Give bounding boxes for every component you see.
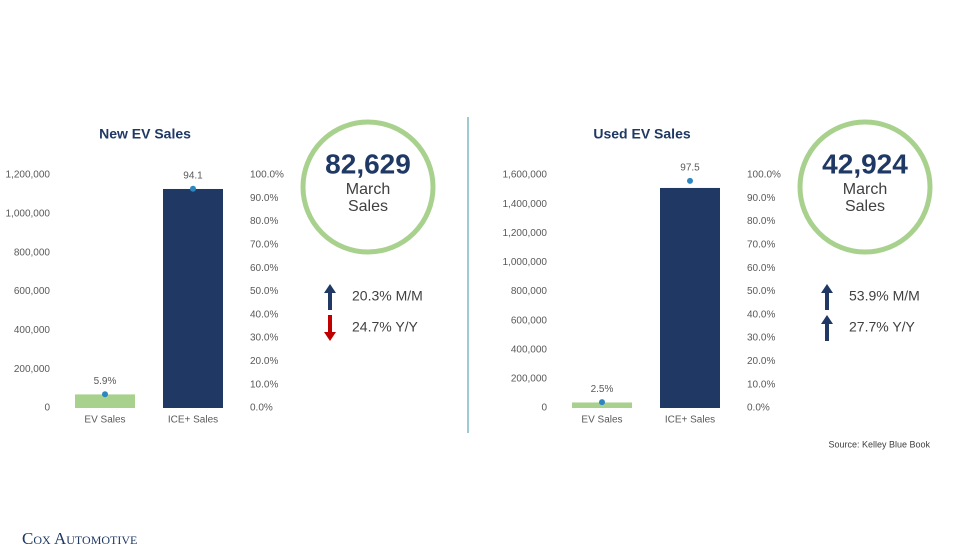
bar [572,402,632,408]
headline: 42,924 [822,148,908,179]
y-tick-label: 200,000 [14,364,51,375]
x-tick-label: EV Sales [84,415,125,426]
y-tick-label: 1,000,000 [6,208,51,219]
change-arrow [324,284,336,310]
change-text: 53.9% M/M [849,288,920,304]
headline: 82,629 [325,148,411,179]
y2-tick-label: 90.0% [250,193,278,204]
x-tick-label: ICE+ Sales [665,415,715,426]
y2-tick-label: 0.0% [250,403,273,414]
y2-tick-label: 40.0% [250,309,278,320]
headline-label: March [843,181,887,198]
x-tick-label: ICE+ Sales [168,415,218,426]
y-tick-label: 1,600,000 [503,170,548,181]
data-label: 5.9% [94,376,117,387]
x-tick-label: EV Sales [581,415,622,426]
data-label: 97.5 [680,162,700,173]
y2-tick-label: 100.0% [747,170,781,181]
y-tick-label: 800,000 [14,247,51,258]
y-tick-label: 400,000 [511,344,548,355]
y2-tick-label: 50.0% [250,286,278,297]
change-text: 20.3% M/M [352,288,423,304]
headline-label: Sales [845,198,885,215]
y-tick-label: 1,000,000 [503,257,548,268]
y2-tick-label: 10.0% [747,379,775,390]
change-text: 24.7% Y/Y [352,319,419,335]
change-text: 27.7% Y/Y [849,319,916,335]
y2-tick-label: 20.0% [747,356,775,367]
share-dot [102,391,108,398]
y-tick-label: 400,000 [14,325,51,336]
change-arrow [821,284,833,310]
y2-tick-label: 0.0% [747,403,770,414]
y2-tick-label: 30.0% [747,333,775,344]
y-tick-label: 800,000 [511,286,548,297]
headline-ring [797,119,933,255]
y-tick-label: 0 [541,403,547,414]
bar [660,187,720,408]
y-tick-label: 200,000 [511,374,548,385]
logo: Cox Automotive [22,529,137,548]
y2-tick-label: 30.0% [250,333,278,344]
headline-label: March [346,181,390,198]
y-tick-label: 1,200,000 [6,170,51,181]
y2-tick-label: 70.0% [747,240,775,251]
headline-label: Sales [348,198,388,215]
y-tick-label: 0 [44,403,50,414]
chart-title: Used EV Sales [593,126,690,142]
y2-tick-label: 60.0% [250,263,278,274]
y2-tick-label: 40.0% [747,309,775,320]
y2-tick-label: 10.0% [250,379,278,390]
y-tick-label: 1,400,000 [503,199,548,210]
bar [163,188,223,408]
y2-tick-label: 70.0% [250,240,278,251]
y2-tick-label: 100.0% [250,170,284,181]
data-label: 2.5% [591,384,614,395]
source: Source: Kelley Blue Book [828,439,930,449]
data-label: 94.1 [183,170,203,181]
y2-tick-label: 90.0% [747,193,775,204]
share-dot [687,177,693,184]
y2-tick-label: 60.0% [747,263,775,274]
chart-title: New EV Sales [99,126,191,142]
y2-tick-label: 80.0% [250,216,278,227]
share-dot [599,399,605,406]
bar [75,394,135,408]
headline-ring [300,119,436,255]
y2-tick-label: 50.0% [747,286,775,297]
y2-tick-label: 80.0% [747,216,775,227]
change-arrow [821,315,833,341]
y-tick-label: 1,200,000 [503,228,548,239]
y-tick-label: 600,000 [511,315,548,326]
share-dot [190,185,196,192]
change-arrow [324,315,336,341]
y2-tick-label: 20.0% [250,356,278,367]
y-tick-label: 600,000 [14,286,51,297]
